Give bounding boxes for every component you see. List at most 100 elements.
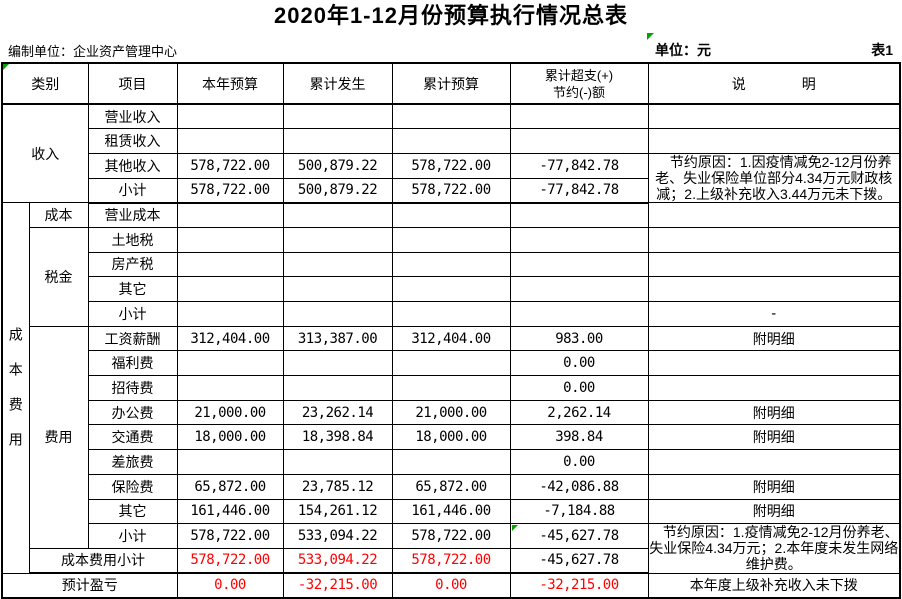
cell-item: 小计 [87, 523, 178, 549]
cell-cumulative-actual [282, 251, 393, 278]
cell-variance: -7,184.88 [509, 498, 649, 525]
cell-annual-budget: 578,722.00 [176, 523, 284, 549]
cell-annual-budget [176, 103, 284, 130]
cell-item: 房产税 [87, 251, 178, 278]
cell-item: 工资薪酬 [87, 325, 178, 352]
cost-note: 节约原因：1.疫情减免2-12月份养老、失业保险4.34万元；2.本年度未发生网… [647, 523, 901, 574]
cell-variance: 2,262.14 [509, 399, 649, 426]
cell-cumulative-actual: 500,879.22 [282, 177, 393, 204]
cell-cumulative-actual [282, 350, 393, 377]
cell-annual-budget: 578,722.00 [176, 177, 284, 204]
cell-item: 保险费 [87, 473, 178, 500]
cell-variance: -77,842.78 [509, 152, 649, 179]
cell-item: 小计 [87, 301, 178, 327]
cell-item: 租赁收入 [87, 128, 178, 154]
cell-note: 附明细 [647, 424, 901, 451]
group-cost: 成本 [28, 202, 89, 228]
cell-cumulative-budget: 578,722.00 [391, 177, 511, 204]
prepared-by-label: 编制单位：企业资产管理中心 [8, 44, 178, 59]
table-row: 税金 土地税 [2, 226, 901, 327]
cell-cumulative-budget [391, 301, 511, 327]
cell-note [647, 449, 901, 475]
cell-cumulative-budget: 578,722.00 [391, 547, 511, 575]
cell-note [647, 103, 901, 130]
cell-note [647, 375, 901, 401]
cell-variance: -32,215.00 [509, 572, 649, 599]
cell-cumulative-budget: 0.00 [391, 572, 511, 599]
cell-cumulative-actual [282, 226, 393, 253]
table-row: 福利费 0.00 [2, 350, 901, 377]
header-note-label: 说 明 [731, 75, 816, 92]
cell-annual-budget [176, 276, 284, 302]
cell-item: 小计 [87, 177, 178, 204]
cell-cumulative-actual: 23,785.12 [282, 473, 393, 500]
table-row: 成本费用 成本 营业成本 [1, 202, 901, 574]
table-row: 交通费 18,000.00 18,398.84 18,000.00 398.84… [2, 424, 901, 451]
cell-item: 营业收入 [87, 103, 178, 130]
cell-annual-budget [176, 375, 284, 401]
cell-variance-value: -45,627.78 [539, 528, 619, 545]
page-title: 2020年1-12月份预算执行情况总表 [274, 3, 628, 28]
cell-cumulative-actual: 533,094.22 [282, 523, 393, 549]
header-row: 类别 项目 本年预算 累计发生 累计预算 累计超支(+) 节约(-)额 说 明 [1, 62, 901, 105]
table-row: 成本费用小计 578,722.00 533,094.22 578,722.00 … [2, 547, 900, 575]
cell-annual-budget [176, 301, 284, 327]
cell-variance [509, 251, 649, 278]
cell-item: 其它 [87, 276, 178, 302]
cell-cumulative-budget: 312,404.00 [391, 325, 511, 352]
cell-item: 其它 [87, 498, 178, 525]
table-row: 保险费 65,872.00 23,785.12 65,872.00 -42,08… [2, 473, 901, 500]
group-cost-expense-label: 成本费用 [7, 326, 24, 467]
cell-cumulative-budget: 161,446.00 [391, 498, 511, 525]
sheet-number-label: 表1 [871, 42, 893, 58]
table-row: 小计 - [2, 301, 901, 327]
cell-item: 成本费用小计 [28, 547, 178, 575]
cell-cumulative-actual [282, 301, 393, 327]
cell-note [647, 251, 901, 278]
table-row: 其它 161,446.00 154,261.12 161,446.00 -7,1… [2, 498, 901, 525]
table-row: 预计盈亏 0.00 -32,215.00 0.00 -32,215.00 本年度… [1, 572, 901, 599]
cell-cumulative-budget [391, 202, 511, 228]
header-annual-budget: 本年预算 [176, 62, 284, 105]
cell-error-marker-icon [511, 525, 518, 532]
cell-annual-budget [176, 128, 284, 154]
cell-item: 差旅费 [87, 449, 178, 475]
cell-item: 预计盈亏 [1, 572, 178, 599]
cell-note [647, 226, 901, 253]
header-variance-line1: 累计超支(+) [544, 67, 614, 83]
cell-cumulative-budget [391, 251, 511, 278]
cell-variance [509, 276, 649, 302]
group-cost-expense: 成本费用 [1, 202, 30, 574]
group-tax: 税金 [28, 226, 89, 327]
table-row: 差旅费 0.00 [2, 449, 901, 475]
header-variance-line2: 节约(-)额 [553, 84, 605, 100]
cell-cumulative-actual: -32,215.00 [282, 572, 393, 599]
cell-variance: -42,086.88 [509, 473, 649, 500]
cell-cumulative-budget: 65,872.00 [391, 473, 511, 500]
cell-cumulative-actual: 500,879.22 [282, 152, 393, 179]
cell-item: 办公费 [87, 399, 178, 426]
cell-note: 本年度上级补充收入未下拨 [647, 572, 901, 599]
header-note: 说 明 [3, 62, 901, 105]
cell-item: 土地税 [87, 226, 178, 253]
cell-note [647, 276, 901, 302]
cell-cumulative-budget [391, 226, 511, 253]
table-row: 小计 578,722.00 500,879.22 578,722.00 -77,… [2, 177, 900, 204]
table-row: 房产税 [2, 251, 901, 278]
table-row: 招待费 0.00 [2, 375, 901, 401]
cell-cumulative-budget [391, 103, 511, 130]
cell-variance: -45,627.78 [509, 547, 649, 575]
table-row: 办公费 21,000.00 23,262.14 21,000.00 2,262.… [2, 399, 901, 426]
cell-cumulative-actual: 23,262.14 [282, 399, 393, 426]
cell-cumulative-budget [391, 128, 511, 154]
cell-cumulative-actual [282, 276, 393, 302]
cell-annual-budget: 0.00 [176, 572, 284, 599]
cell-annual-budget: 161,446.00 [176, 498, 284, 525]
cell-cumulative-actual: 18,398.84 [282, 424, 393, 451]
cell-item: 招待费 [87, 375, 178, 401]
cell-variance: 0.00 [509, 375, 649, 401]
cell-note: 附明细 [647, 399, 901, 426]
table-row: 费用 工资薪酬 312,404.00 313,387.00 312,404.00… [2, 325, 901, 549]
cell-item: 其他收入 [87, 152, 178, 179]
cell-cumulative-budget [391, 350, 511, 377]
